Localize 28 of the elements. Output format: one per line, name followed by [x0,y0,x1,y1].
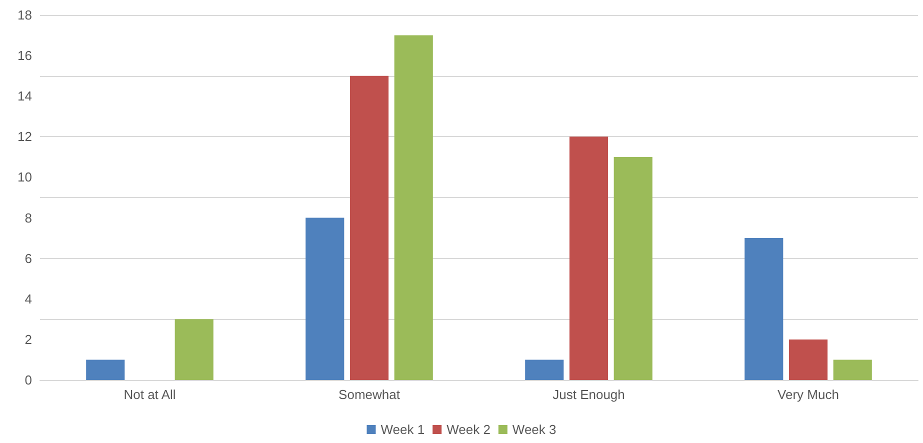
x-tick-label: Very Much [778,387,839,402]
legend-label: Week 3 [512,422,556,437]
bar [350,76,389,380]
bar [744,238,784,380]
y-tick-label: 16 [18,48,32,64]
y-tick-label: 18 [18,8,32,22]
y-tick-label: 2 [24,332,32,347]
bar [833,360,872,380]
bar [306,218,344,380]
y-tick-label: 12 [18,129,32,144]
bar [788,339,828,380]
bar [614,156,652,380]
y-tick-label: 10 [18,170,32,185]
legend-label: Week 1 [380,422,425,437]
bar [569,136,608,380]
bar [394,35,433,380]
bar [525,360,564,380]
y-tick-label: 8 [24,210,32,226]
y-tick-label: 4 [24,291,32,306]
x-tick-label: Somewhat [338,387,400,402]
legend-label: Week 2 [446,422,490,437]
bar [86,360,125,380]
x-tick-label: Just Enough [552,387,625,402]
x-tick-label: Not at All [124,387,176,402]
y-tick-label: 6 [24,250,32,266]
y-tick-label: 14 [18,88,32,104]
bar [174,319,214,380]
y-tick-label: 0 [24,372,32,388]
